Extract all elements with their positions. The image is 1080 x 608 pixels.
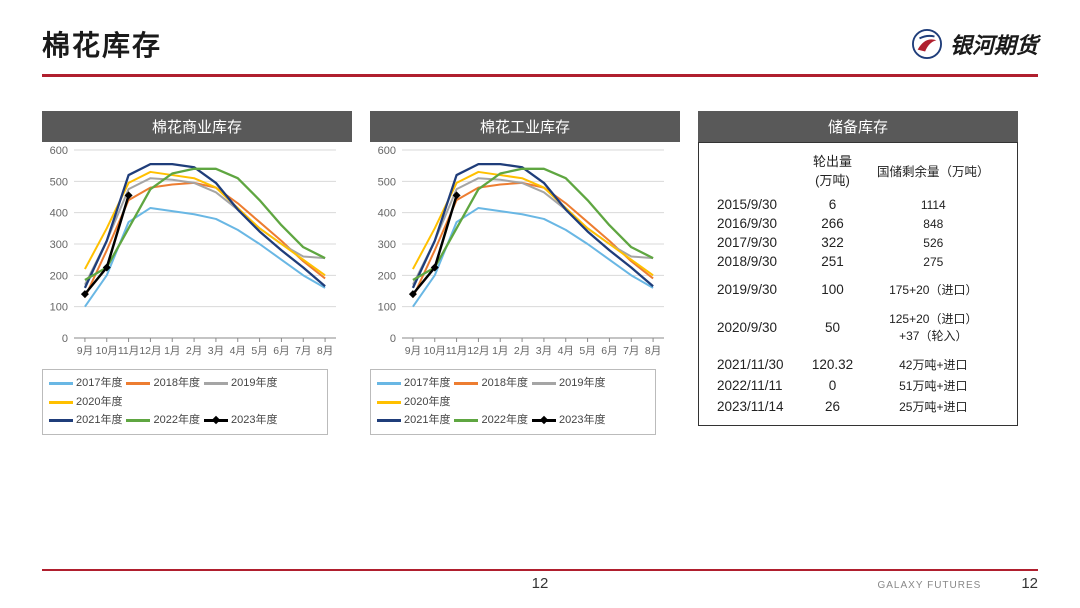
svg-text:600: 600 <box>50 145 68 157</box>
svg-text:10月: 10月 <box>424 345 446 357</box>
table-row: 2023/11/142625万吨+进口 <box>713 396 1007 417</box>
svg-text:6月: 6月 <box>601 345 617 357</box>
table-header <box>713 151 805 195</box>
legend-item-s2017: 2017年度 <box>49 374 122 393</box>
chart2-title: 棉花工业库存 <box>370 111 680 142</box>
svg-text:3月: 3月 <box>536 345 552 357</box>
table-panel: 储备库存 轮出量(万吨)国储剩余量（万吨） 2015/9/30611142016… <box>698 111 1018 435</box>
chart2-panel: 棉花工业库存 0 100 200 300 400 500 600 9月10月11月12月1月 2… <box>370 111 680 435</box>
table-title: 储备库存 <box>698 111 1018 142</box>
chart1-panel: 棉花商业库存 0 100 200 300 400 500 600 9月10月11月12月1月 2… <box>42 111 352 435</box>
svg-text:2月: 2月 <box>186 345 202 357</box>
legend-item-s2020: 2020年度 <box>49 393 122 412</box>
svg-text:12月: 12月 <box>139 345 161 357</box>
svg-text:12月: 12月 <box>467 345 489 357</box>
svg-text:8月: 8月 <box>645 345 661 357</box>
svg-text:1月: 1月 <box>164 345 180 357</box>
svg-text:5月: 5月 <box>579 345 595 357</box>
svg-text:5月: 5月 <box>251 345 267 357</box>
legend-item-s2019: 2019年度 <box>204 374 277 393</box>
legend-item-s2018: 2018年度 <box>126 374 199 393</box>
svg-text:200: 200 <box>378 270 396 282</box>
table-row: 2021/11/30120.3242万吨+进口 <box>713 346 1007 375</box>
legend-item-s2022: 2022年度 <box>126 411 199 430</box>
legend-item-s2023: 2023年度 <box>532 411 605 430</box>
svg-text:0: 0 <box>62 333 68 345</box>
table-row: 2015/9/3061114 <box>713 195 1007 214</box>
svg-text:11月: 11月 <box>118 345 139 357</box>
table-row: 2020/9/3050125+20（进口）+37（轮入） <box>713 300 1007 346</box>
svg-text:3月: 3月 <box>208 345 224 357</box>
legend-item-s2020: 2020年度 <box>377 393 450 412</box>
svg-text:1月: 1月 <box>492 345 508 357</box>
svg-text:600: 600 <box>378 145 396 157</box>
svg-text:100: 100 <box>50 302 68 314</box>
legend-item-s2021: 2021年度 <box>377 411 450 430</box>
svg-text:300: 300 <box>378 239 396 251</box>
table-row: 2016/9/30266848 <box>713 214 1007 233</box>
legend-item-s2023: 2023年度 <box>204 411 277 430</box>
svg-text:7月: 7月 <box>295 345 311 357</box>
svg-text:500: 500 <box>378 176 396 188</box>
chart2-svg: 0 100 200 300 400 500 600 9月10月11月12月1月 2月 3月 4月 5月… <box>370 142 670 362</box>
footer-brand: GALAXY FUTURES <box>877 580 981 591</box>
chart1-svg: 0 100 200 300 400 500 600 9月10月11月12月1月 2月 3月 4月 5月… <box>42 142 342 362</box>
brand: 银河期货 <box>912 28 1038 60</box>
svg-text:100: 100 <box>378 302 396 314</box>
svg-text:10月: 10月 <box>96 345 118 357</box>
series-s2023 <box>85 195 129 294</box>
table-row: 2017/9/30322526 <box>713 233 1007 252</box>
footer: 12 GALAXY FUTURES 12 <box>42 569 1038 592</box>
table-row: 2018/9/30251275 <box>713 252 1007 271</box>
reserve-table: 轮出量(万吨)国储剩余量（万吨） 2015/9/30611142016/9/30… <box>713 151 1007 417</box>
svg-text:9月: 9月 <box>405 345 421 357</box>
chart1-legend: 2017年度2018年度 2019年度 2020年度2021年度2022年度 2023… <box>42 369 328 435</box>
table-row: 2019/9/30100175+20（进口） <box>713 271 1007 300</box>
table-header: 国储剩余量（万吨） <box>860 151 1007 195</box>
legend-item-s2018: 2018年度 <box>454 374 527 393</box>
svg-text:7月: 7月 <box>623 345 639 357</box>
svg-text:6月: 6月 <box>273 345 289 357</box>
chart2-legend: 2017年度2018年度 2019年度 2020年度2021年度2022年度 2023… <box>370 369 656 435</box>
svg-text:2月: 2月 <box>514 345 530 357</box>
svg-text:11月: 11月 <box>446 345 467 357</box>
svg-text:4月: 4月 <box>230 345 246 357</box>
brand-name: 银河期货 <box>950 28 1038 60</box>
page-title: 棉花库存 <box>42 24 162 64</box>
svg-text:500: 500 <box>50 176 68 188</box>
svg-text:8月: 8月 <box>317 345 333 357</box>
legend-item-s2019: 2019年度 <box>532 374 605 393</box>
legend-item-s2017: 2017年度 <box>377 374 450 393</box>
svg-text:0: 0 <box>390 333 396 345</box>
chart1-title: 棉花商业库存 <box>42 111 352 142</box>
svg-text:400: 400 <box>50 208 68 220</box>
legend-item-s2021: 2021年度 <box>49 411 122 430</box>
table-header: 轮出量(万吨) <box>805 151 859 195</box>
svg-text:9月: 9月 <box>77 345 93 357</box>
svg-text:300: 300 <box>50 239 68 251</box>
table-row: 2022/11/11051万吨+进口 <box>713 375 1007 396</box>
series-s2023 <box>413 195 457 294</box>
page-number-right: 12 <box>1021 575 1038 592</box>
svg-text:4月: 4月 <box>558 345 574 357</box>
brand-logo-icon <box>912 29 942 59</box>
page-number-center: 12 <box>532 575 549 592</box>
svg-text:200: 200 <box>50 270 68 282</box>
svg-text:400: 400 <box>378 208 396 220</box>
legend-item-s2022: 2022年度 <box>454 411 527 430</box>
